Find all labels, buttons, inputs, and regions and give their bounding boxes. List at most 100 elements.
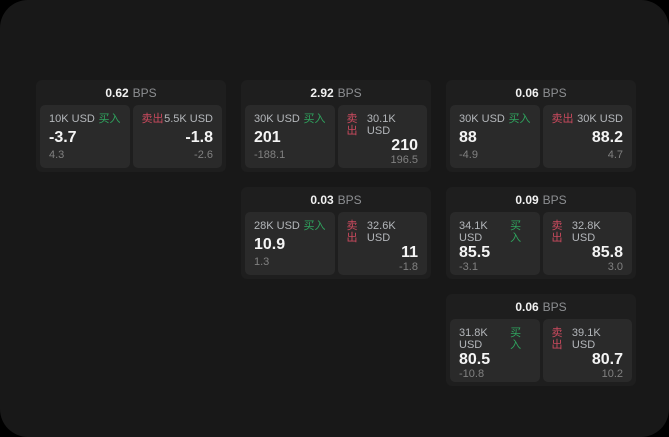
buy-panel[interactable]: 28K USD 买入 10.9 1.3: [245, 212, 335, 275]
buy-side-label: 买入: [508, 113, 531, 125]
buy-delta: -4.9: [459, 149, 478, 161]
sell-price: 80.7: [591, 351, 623, 368]
buy-volume: 30K USD: [254, 113, 300, 125]
sell-price: 85.8: [591, 244, 623, 261]
card-panels: 34.1K USD 买入 85.5 -3.1 卖出 32.8K USD 85.8…: [450, 212, 632, 275]
bps-unit-label: BPS: [542, 299, 567, 314]
sell-volume: 30.1K USD: [366, 113, 396, 137]
buy-top-row: 31.8K USD 买入: [459, 327, 531, 351]
card-header: 0.06 BPS: [450, 294, 632, 319]
sell-delta: 10.2: [601, 368, 623, 380]
sell-side-label: 卖出: [141, 113, 164, 125]
buy-side-label: 买入: [303, 220, 326, 232]
quote-card-6: 0.06 BPS 31.8K USD 买入 80.5 -10.8 卖出 39.1…: [446, 294, 636, 386]
buy-delta: -3.1: [459, 261, 478, 273]
buy-top-row: 28K USD 买入: [254, 220, 326, 232]
sell-volume: 30K USD: [577, 113, 623, 125]
quote-card-5: 0.09 BPS 34.1K USD 买入 85.5 -3.1 卖出 32.8K…: [446, 187, 636, 279]
buy-side-label: 买入: [510, 327, 522, 351]
card-header: 0.62 BPS: [40, 80, 222, 105]
card-panels: 30K USD 买入 88 -4.9 卖出 30K USD 88.2 4.7: [450, 105, 632, 168]
sell-volume: 32.8K USD: [571, 220, 601, 244]
bps-unit-label: BPS: [542, 85, 567, 100]
bps-unit-label: BPS: [337, 85, 362, 100]
buy-delta: -188.1: [254, 149, 286, 161]
card-header: 0.09 BPS: [450, 187, 632, 212]
buy-panel[interactable]: 34.1K USD 买入 85.5 -3.1: [450, 212, 540, 275]
buy-price: 10.9: [254, 235, 286, 253]
bps-value: 0.09: [515, 192, 539, 207]
buy-delta: -10.8: [459, 368, 485, 380]
sell-top-row: 卖出 30.1K USD: [347, 113, 419, 137]
sell-price: -1.8: [185, 128, 213, 146]
bps-value: 0.06: [515, 85, 539, 100]
sell-panel[interactable]: 卖出 30.1K USD 210 196.5: [337, 105, 427, 168]
buy-volume: 28K USD: [254, 220, 300, 232]
card-header: 2.92 BPS: [245, 80, 427, 105]
sell-top-row: 卖出 39.1K USD: [552, 327, 624, 351]
sell-panel[interactable]: 卖出 32.8K USD 85.8 3.0: [542, 212, 632, 275]
buy-panel[interactable]: 30K USD 买入 201 -188.1: [245, 105, 335, 168]
quote-card-1: 0.62 BPS 10K USD 买入 -3.7 4.3 卖出 5.5K USD: [36, 80, 226, 172]
card-panels: 10K USD 买入 -3.7 4.3 卖出 5.5K USD -1.8 -2.…: [40, 105, 222, 168]
bps-value: 0.06: [515, 299, 539, 314]
sell-volume: 39.1K USD: [571, 327, 601, 351]
sell-top-row: 卖出 30K USD: [552, 113, 624, 125]
sell-delta: 4.7: [607, 149, 623, 161]
buy-panel[interactable]: 31.8K USD 买入 80.5 -10.8: [450, 319, 540, 382]
sell-price: 88.2: [591, 128, 623, 146]
buy-volume: 30K USD: [459, 113, 505, 125]
buy-delta: 4.3: [49, 149, 65, 161]
sell-side-label: 卖出: [346, 220, 358, 244]
buy-side-label: 买入: [98, 113, 121, 125]
buy-panel[interactable]: 10K USD 买入 -3.7 4.3: [40, 105, 130, 168]
buy-top-row: 10K USD 买入: [49, 113, 121, 125]
sell-top-row: 卖出 5.5K USD: [142, 113, 214, 125]
bps-value: 2.92: [310, 85, 334, 100]
bps-unit-label: BPS: [337, 192, 362, 207]
buy-price: 201: [254, 128, 281, 146]
sell-top-row: 卖出 32.6K USD: [347, 220, 419, 244]
sell-top-row: 卖出 32.8K USD: [552, 220, 624, 244]
bps-value: 0.62: [105, 85, 129, 100]
sell-volume: 32.6K USD: [366, 220, 396, 244]
sell-delta: 3.0: [607, 261, 623, 273]
buy-side-label: 买入: [510, 220, 522, 244]
bps-unit-label: BPS: [542, 192, 567, 207]
card-header: 0.06 BPS: [450, 80, 632, 105]
buy-price: -3.7: [49, 128, 77, 146]
quote-card-4: 0.03 BPS 28K USD 买入 10.9 1.3 卖出 32.6K US…: [241, 187, 431, 279]
sell-panel[interactable]: 卖出 30K USD 88.2 4.7: [542, 105, 632, 168]
card-panels: 30K USD 买入 201 -188.1 卖出 30.1K USD 210 1…: [245, 105, 427, 168]
buy-volume: 34.1K USD: [459, 220, 488, 244]
sell-delta: 196.5: [390, 154, 418, 166]
buy-price: 80.5: [459, 351, 491, 368]
quotes-grid: 0.62 BPS 10K USD 买入 -3.7 4.3 卖出 5.5K USD: [36, 80, 636, 386]
buy-price: 88: [459, 128, 477, 146]
sell-delta: -1.8: [399, 261, 418, 273]
quote-card-2: 2.92 BPS 30K USD 买入 201 -188.1 卖出 30.1K …: [241, 80, 431, 172]
sell-side-label: 卖出: [551, 327, 563, 351]
quote-card-3: 0.06 BPS 30K USD 买入 88 -4.9 卖出 30K USD: [446, 80, 636, 172]
buy-panel[interactable]: 30K USD 买入 88 -4.9: [450, 105, 540, 168]
sell-price: 11: [401, 244, 418, 261]
buy-delta: 1.3: [254, 256, 270, 268]
card-header: 0.03 BPS: [245, 187, 427, 212]
sell-side-label: 卖出: [346, 113, 358, 137]
bps-value: 0.03: [310, 192, 334, 207]
buy-volume: 31.8K USD: [459, 327, 488, 351]
sell-side-label: 卖出: [551, 113, 574, 125]
buy-volume: 10K USD: [49, 113, 95, 125]
buy-top-row: 30K USD 买入: [254, 113, 326, 125]
sell-delta: -2.6: [194, 149, 213, 161]
sell-panel[interactable]: 卖出 32.6K USD 11 -1.8: [337, 212, 427, 275]
buy-price: 85.5: [459, 244, 491, 261]
sell-panel[interactable]: 卖出 39.1K USD 80.7 10.2: [542, 319, 632, 382]
buy-top-row: 34.1K USD 买入: [459, 220, 531, 244]
buy-top-row: 30K USD 买入: [459, 113, 531, 125]
sell-side-label: 卖出: [551, 220, 563, 244]
sell-panel[interactable]: 卖出 5.5K USD -1.8 -2.6: [132, 105, 222, 168]
sell-volume: 5.5K USD: [164, 113, 213, 125]
bps-unit-label: BPS: [132, 85, 157, 100]
